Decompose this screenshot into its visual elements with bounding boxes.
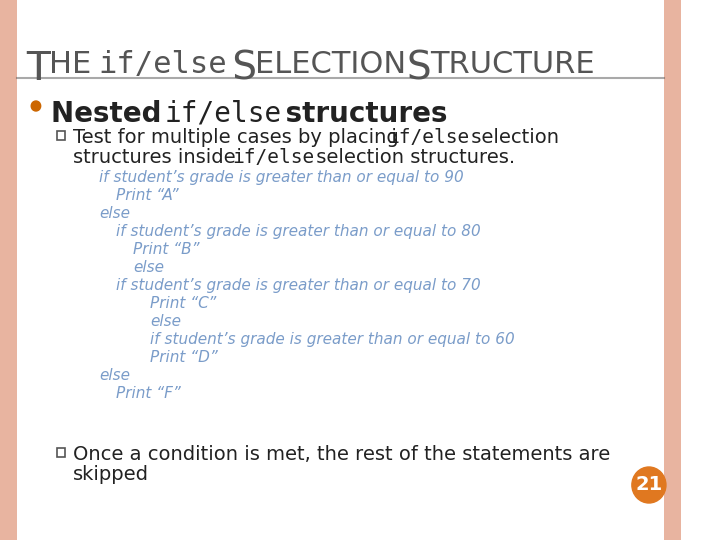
Text: if/else: if/else	[165, 100, 282, 128]
Text: if student’s grade is greater than or equal to 70: if student’s grade is greater than or eq…	[117, 278, 481, 293]
Text: Test for multiple cases by placing: Test for multiple cases by placing	[73, 128, 405, 147]
Text: structures inside: structures inside	[73, 148, 242, 167]
Text: skipped: skipped	[73, 465, 149, 484]
FancyBboxPatch shape	[664, 0, 681, 540]
Text: if student’s grade is greater than or equal to 90: if student’s grade is greater than or eq…	[99, 170, 464, 185]
Text: Once a condition is met, the rest of the statements are: Once a condition is met, the rest of the…	[73, 445, 610, 464]
Circle shape	[31, 101, 40, 111]
Text: Print “D”: Print “D”	[150, 350, 218, 365]
Text: else: else	[99, 368, 130, 383]
Text: Print “A”: Print “A”	[117, 188, 179, 203]
Text: structures: structures	[276, 100, 447, 128]
Text: TRUCTURE: TRUCTURE	[431, 50, 595, 79]
Text: 21: 21	[635, 476, 662, 495]
Text: Print “B”: Print “B”	[133, 242, 200, 257]
Text: ELECTION: ELECTION	[255, 50, 415, 79]
Text: if student’s grade is greater than or equal to 80: if student’s grade is greater than or eq…	[117, 224, 481, 239]
Text: else: else	[150, 314, 181, 329]
Circle shape	[632, 467, 666, 503]
Text: selection: selection	[464, 128, 559, 147]
Text: if/else: if/else	[387, 128, 469, 147]
Text: else: else	[99, 206, 130, 221]
Text: if student’s grade is greater than or equal to 60: if student’s grade is greater than or eq…	[150, 332, 515, 347]
Text: T: T	[27, 50, 50, 88]
Text: selection structures.: selection structures.	[310, 148, 516, 167]
Text: Print “C”: Print “C”	[150, 296, 217, 311]
Text: else: else	[133, 260, 164, 275]
Text: S: S	[407, 50, 431, 88]
Text: T: T	[27, 50, 50, 88]
FancyBboxPatch shape	[0, 0, 17, 540]
Text: if/else: if/else	[98, 50, 227, 79]
Text: if/else: if/else	[233, 148, 315, 167]
Text: S: S	[220, 50, 257, 88]
Text: HE: HE	[49, 50, 101, 79]
Text: Print “F”: Print “F”	[117, 386, 181, 401]
Text: Nested: Nested	[51, 100, 171, 128]
